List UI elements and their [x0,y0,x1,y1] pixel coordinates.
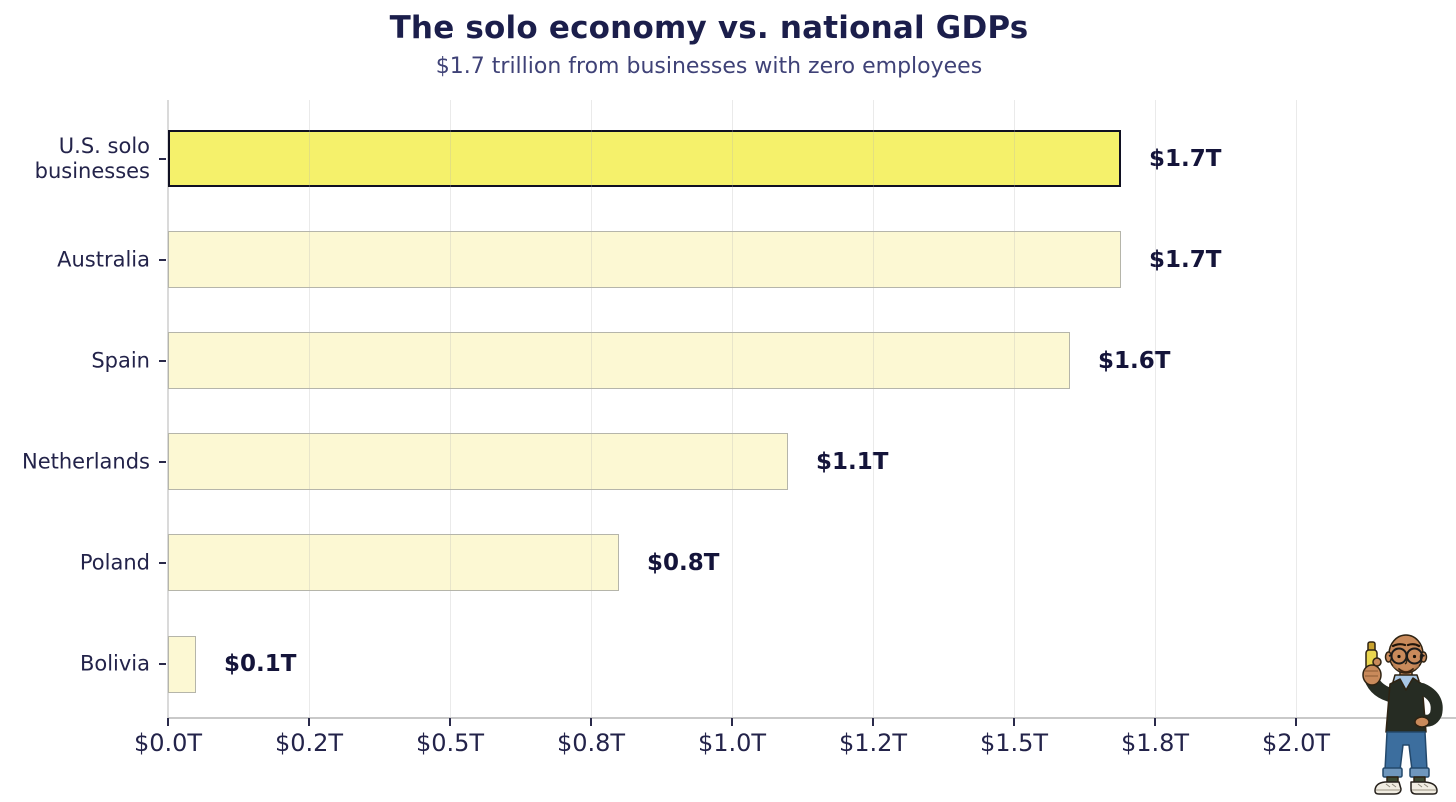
category-label: Australia [57,247,150,272]
category-label: Spain [91,348,150,373]
x-tick-mark [308,718,310,726]
x-axis-spine [168,717,1456,719]
x-tick-mark [590,718,592,726]
gridline [732,100,733,718]
value-label: $1.7T [1149,145,1222,172]
chart-subtitle: $1.7 trillion from businesses with zero … [435,54,983,79]
x-tick-mark [167,718,169,726]
bar-netherlands [168,433,788,491]
mascot-thumbs-up-hand [1362,657,1382,686]
x-tick-label: $1.0T [697,729,767,757]
value-label: $1.6T [1098,347,1171,374]
x-tick-mark [1154,718,1156,726]
x-tick-label: $0.0T [133,729,203,757]
x-tick-mark [1013,718,1015,726]
y-tick-mark [159,663,166,665]
chart-title: The solo economy vs. national GDPs [389,10,1029,46]
category-label: Bolivia [79,651,150,676]
x-tick-label: $1.8T [1120,729,1190,757]
x-tick-label: $1.2T [838,729,908,757]
y-tick-mark [159,460,166,463]
gridline [450,100,451,718]
category-label: Netherlands [21,449,150,474]
bar-spain [168,332,1070,390]
y-tick-mark [159,359,166,362]
mascot-character [1362,634,1443,795]
x-tick-mark [1295,718,1297,726]
category-label: U.S. solo businesses [34,133,150,183]
glasses-icon [1388,647,1425,665]
mascot-hip-hand [1414,716,1430,728]
x-tick-label: $0.5T [415,729,485,757]
gridline [591,100,592,718]
y-tick-mark [159,258,166,261]
bar-poland [168,534,619,592]
gridline [873,100,874,718]
y-tick-mark [159,157,166,160]
mascot-shoes [1374,781,1438,795]
bar-australia [168,231,1121,289]
category-label: Poland [79,550,150,575]
x-tick-label: $0.8T [556,729,626,757]
x-tick-mark [731,718,733,726]
x-tick-mark [872,718,874,726]
x-tick-mark [449,718,451,726]
value-label: $0.8T [647,549,720,576]
value-label: $0.1T [224,651,297,677]
bar-u-s-solo [168,130,1121,187]
value-label: $1.1T [816,448,889,475]
y-tick-mark [159,561,166,564]
gridline [1014,100,1015,718]
mascot-jeans [1382,731,1430,778]
x-tick-label: $0.2T [274,729,344,757]
gridline [1296,100,1297,718]
bar-bolivia [168,635,196,693]
plot-area: $1.7T $1.7T $1.6T $1.1T $0.8T $0.1T [167,100,1380,718]
y-axis-spine [167,100,169,718]
gridline [309,100,310,718]
x-tick-label: $2.0T [1261,729,1331,757]
gridline [1155,100,1156,718]
value-label: $1.7T [1149,246,1222,273]
x-tick-label: $1.5T [979,729,1049,757]
